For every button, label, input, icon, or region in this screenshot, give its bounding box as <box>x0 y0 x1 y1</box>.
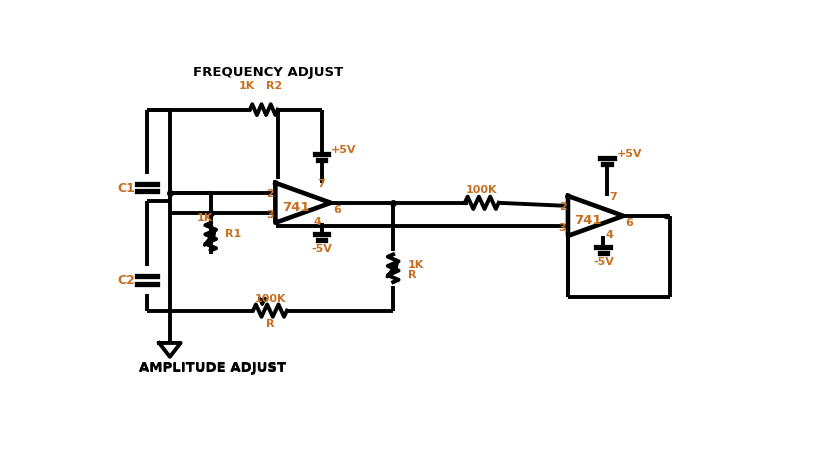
Text: 100K: 100K <box>466 185 497 195</box>
Text: 3: 3 <box>266 210 274 220</box>
Text: 6: 6 <box>333 205 341 214</box>
Text: C1: C1 <box>117 181 135 195</box>
Text: +5V: +5V <box>331 145 356 155</box>
Text: 741: 741 <box>282 201 309 214</box>
Text: AMPLITUDE ADJUST: AMPLITUDE ADJUST <box>138 360 286 373</box>
Text: C2: C2 <box>117 274 135 287</box>
Text: 1K: 1K <box>239 81 255 91</box>
Text: 1K: 1K <box>408 260 424 270</box>
Text: R: R <box>408 270 416 280</box>
Text: 7: 7 <box>317 179 324 189</box>
Text: 4: 4 <box>606 230 613 240</box>
Text: FREQUENCY ADJUST: FREQUENCY ADJUST <box>193 66 343 78</box>
Text: 741: 741 <box>574 214 602 227</box>
Text: R: R <box>265 318 274 328</box>
Text: 4: 4 <box>313 217 321 227</box>
Text: R1: R1 <box>225 228 242 238</box>
Text: 3: 3 <box>559 223 567 233</box>
Text: 7: 7 <box>609 191 618 202</box>
Text: AMPLITUDE ADJUST: AMPLITUDE ADJUST <box>138 361 286 374</box>
Text: 6: 6 <box>626 218 634 228</box>
Text: 1K: 1K <box>197 212 213 222</box>
Text: +5V: +5V <box>617 148 642 158</box>
Text: 2: 2 <box>559 202 567 212</box>
Text: -5V: -5V <box>593 257 613 267</box>
Text: 2: 2 <box>266 189 274 198</box>
Text: R2: R2 <box>265 81 282 91</box>
Text: 100K: 100K <box>254 294 286 304</box>
Text: -5V: -5V <box>311 244 332 254</box>
